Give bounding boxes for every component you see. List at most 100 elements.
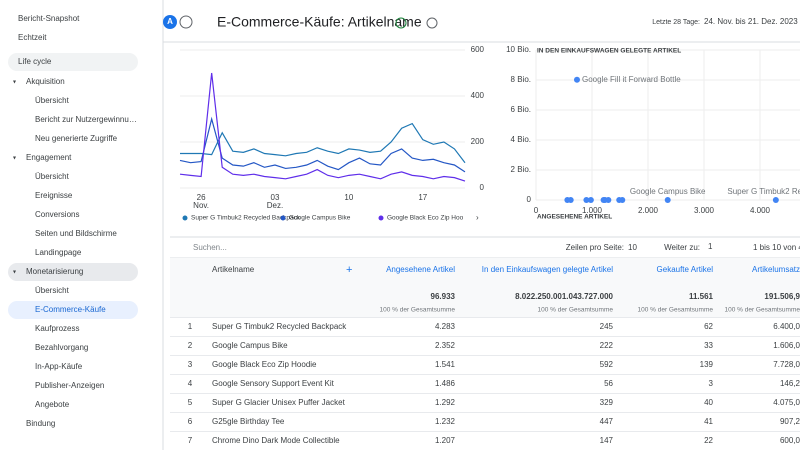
- legend-label[interactable]: Google Black Eco Zip Hoo: [387, 215, 464, 222]
- row-index: 5: [188, 398, 193, 407]
- cell-value: 907,2: [780, 417, 800, 426]
- cell-value: 4.283: [435, 322, 456, 331]
- legend-label[interactable]: Super G Timbuk2 Recycled Backpack: [191, 215, 301, 222]
- nav-group[interactable]: Engagement: [26, 153, 72, 162]
- rows-select[interactable]: 10: [628, 243, 637, 252]
- x-tick-label: 17: [418, 193, 427, 202]
- total-value: 8.022.250.001.043.727.000: [515, 292, 613, 301]
- nav-section[interactable]: Life cycle: [18, 57, 52, 66]
- nav-group[interactable]: Monetarisierung: [26, 267, 83, 276]
- item-name[interactable]: Super G Glacier Unisex Puffer Jacket: [212, 398, 346, 407]
- column-header[interactable]: Artikelumsatz: [752, 265, 800, 274]
- item-name[interactable]: G25gle Birthday Tee: [212, 417, 285, 426]
- scatter-point[interactable]: [772, 197, 779, 203]
- avatar[interactable]: [163, 15, 177, 29]
- nav-section-bg: [8, 53, 138, 71]
- status-icon: [395, 17, 407, 29]
- x-tick-sublabel: Nov.: [193, 201, 209, 210]
- nav-item[interactable]: Conversions: [35, 210, 79, 219]
- nav-item[interactable]: Ereignisse: [35, 191, 73, 200]
- cell-value: 146,2: [780, 379, 800, 388]
- y-tick-label: 400: [471, 91, 485, 100]
- total-value: 96.933: [431, 292, 456, 301]
- goto-input[interactable]: 1: [708, 242, 713, 251]
- y-tick-label: 200: [471, 137, 485, 146]
- item-name[interactable]: Chrome Dino Dark Mode Collectible: [212, 436, 340, 445]
- scatter-point[interactable]: [664, 197, 671, 203]
- cell-value: 329: [600, 398, 614, 407]
- cell-value: 3: [709, 379, 714, 388]
- y-tick-label: 8 Bio.: [511, 75, 531, 84]
- scatter-point[interactable]: [583, 197, 590, 203]
- y-tick-label: 4 Bio.: [511, 135, 531, 144]
- nav-group[interactable]: Bindung: [26, 419, 55, 428]
- nav-item[interactable]: Übersicht: [35, 286, 70, 295]
- scatter-point[interactable]: [600, 197, 607, 203]
- nav-item[interactable]: E-Commerce-Käufe: [35, 305, 106, 314]
- cell-value: 62: [704, 322, 713, 331]
- y-tick-label: 6 Bio.: [511, 105, 531, 114]
- legend-dot: [280, 215, 286, 221]
- scatter-point[interactable]: [573, 76, 580, 83]
- y-tick-label: 0: [480, 183, 485, 192]
- row-index: 2: [188, 341, 193, 350]
- x-axis-title: ANGESEHENE ARTIKEL: [537, 214, 612, 221]
- goto-label: Weiter zu:: [664, 243, 700, 252]
- point-label: Google Fill it Forward Bottle: [582, 75, 681, 84]
- compare-button[interactable]: [426, 17, 438, 29]
- cell-value: 1.292: [435, 398, 456, 407]
- nav-item[interactable]: Echtzeit: [18, 33, 47, 42]
- column-header[interactable]: Angesehene Artikel: [386, 265, 455, 274]
- column-header[interactable]: In den Einkaufswagen gelegte Artikel: [482, 265, 613, 274]
- legend-dot: [182, 215, 188, 221]
- y-axis-title: IN DEN EINKAUFSWAGEN GELEGTE ARTIKEL: [537, 48, 681, 55]
- nav-item[interactable]: In-App-Käufe: [35, 362, 83, 371]
- cell-value: 139: [700, 360, 714, 369]
- nav-item[interactable]: Seiten und Bildschirme: [35, 229, 117, 238]
- nav-item[interactable]: Bericht-Snapshot: [18, 14, 80, 23]
- x-tick-label: 3.000: [694, 206, 715, 215]
- nav-item[interactable]: Bezahlvorgang: [35, 343, 88, 352]
- add-button[interactable]: [179, 15, 193, 29]
- nav-item[interactable]: Übersicht: [35, 96, 70, 105]
- nav-group[interactable]: Akquisition: [26, 77, 65, 86]
- y-tick-label: 2 Bio.: [511, 165, 531, 174]
- cell-value: 147: [600, 436, 614, 445]
- search-input[interactable]: Suchen...: [193, 243, 227, 252]
- x-tick-label: 10: [344, 193, 353, 202]
- cell-value: 6.400,0: [773, 322, 800, 331]
- scatter-point[interactable]: [587, 197, 594, 203]
- cell-value: 592: [600, 360, 614, 369]
- caret: ▾: [13, 156, 16, 162]
- nav-item[interactable]: Bericht zur Nutzergewinnu…: [35, 115, 137, 124]
- nav-item[interactable]: Landingpage: [35, 248, 82, 257]
- item-name[interactable]: Super G Timbuk2 Recycled Backpack: [212, 322, 347, 331]
- item-name[interactable]: Google Sensory Support Event Kit: [212, 379, 335, 388]
- column-header[interactable]: Gekaufte Artikel: [657, 265, 714, 274]
- line-series: [180, 122, 466, 164]
- pager: 1 bis 10 von 47: [753, 243, 800, 252]
- cell-value: 41: [704, 417, 713, 426]
- cell-value: 222: [600, 341, 614, 350]
- column-header[interactable]: Artikelname: [212, 265, 255, 274]
- nav-item[interactable]: Kaufprozess: [35, 324, 79, 333]
- nav-item[interactable]: Neu generierte Zugriffe: [35, 134, 118, 143]
- cell-value: 1.541: [435, 360, 456, 369]
- cell-value: 447: [600, 417, 614, 426]
- date-range[interactable]: 24. Nov. bis 21. Dez. 2023: [704, 17, 798, 26]
- row-index: 4: [188, 379, 193, 388]
- avatar-letter: A: [167, 17, 173, 26]
- legend-label[interactable]: Google Campus Bike: [289, 215, 351, 222]
- nav-active-bg: [8, 301, 138, 319]
- nav-item[interactable]: Publisher-Anzeigen: [35, 381, 104, 390]
- nav-item[interactable]: Angebote: [35, 400, 70, 409]
- scatter-point[interactable]: [564, 197, 571, 203]
- nav-item[interactable]: Übersicht: [35, 172, 70, 181]
- scatter-point[interactable]: [616, 197, 623, 203]
- cell-value: 1.606,0: [773, 341, 800, 350]
- item-name[interactable]: Google Campus Bike: [212, 341, 288, 350]
- cell-value: 56: [604, 379, 613, 388]
- item-name[interactable]: Google Black Eco Zip Hoodie: [212, 360, 317, 369]
